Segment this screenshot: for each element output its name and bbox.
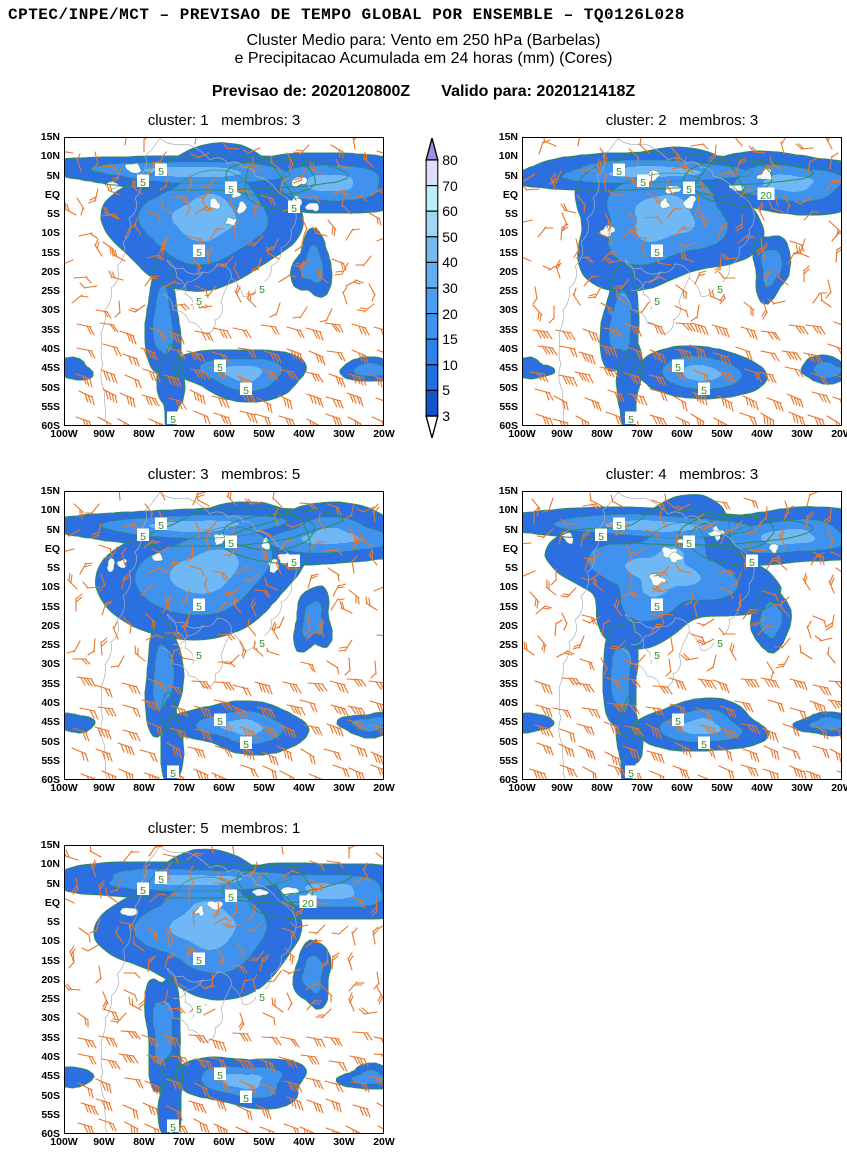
svg-text:5: 5 xyxy=(654,247,660,259)
svg-text:5: 5 xyxy=(654,601,660,613)
svg-text:5: 5 xyxy=(259,638,265,650)
svg-text:5: 5 xyxy=(158,166,164,178)
svg-text:5: 5 xyxy=(654,296,660,308)
svg-text:5: 5 xyxy=(243,1093,249,1105)
svg-text:5: 5 xyxy=(628,768,634,780)
svg-text:5: 5 xyxy=(686,538,692,550)
svg-text:5: 5 xyxy=(196,601,202,613)
svg-text:5: 5 xyxy=(196,1004,202,1016)
svg-text:5: 5 xyxy=(717,638,723,650)
svg-text:5: 5 xyxy=(217,1070,223,1082)
svg-text:5: 5 xyxy=(675,362,681,374)
svg-text:5: 5 xyxy=(140,177,146,189)
svg-text:5: 5 xyxy=(228,538,234,550)
svg-text:5: 5 xyxy=(701,739,707,751)
svg-text:5: 5 xyxy=(654,650,660,662)
svg-text:5: 5 xyxy=(217,362,223,374)
svg-text:5: 5 xyxy=(675,716,681,728)
svg-text:20: 20 xyxy=(302,898,314,910)
svg-text:5: 5 xyxy=(196,296,202,308)
svg-text:5: 5 xyxy=(616,166,622,178)
svg-text:5: 5 xyxy=(196,247,202,259)
svg-text:5: 5 xyxy=(291,203,297,215)
svg-text:5: 5 xyxy=(158,874,164,886)
svg-text:5: 5 xyxy=(243,739,249,751)
svg-text:5: 5 xyxy=(140,885,146,897)
svg-text:5: 5 xyxy=(640,177,646,189)
svg-text:5: 5 xyxy=(228,184,234,196)
svg-text:5: 5 xyxy=(158,520,164,532)
svg-text:5: 5 xyxy=(228,892,234,904)
svg-text:5: 5 xyxy=(196,650,202,662)
svg-text:5: 5 xyxy=(628,414,634,426)
svg-text:5: 5 xyxy=(170,768,176,780)
svg-text:5: 5 xyxy=(598,531,604,543)
svg-text:5: 5 xyxy=(291,557,297,569)
svg-text:5: 5 xyxy=(243,385,249,397)
svg-text:5: 5 xyxy=(217,716,223,728)
svg-text:5: 5 xyxy=(749,557,755,569)
svg-text:20: 20 xyxy=(760,190,772,202)
svg-text:5: 5 xyxy=(259,992,265,1004)
svg-text:5: 5 xyxy=(259,284,265,296)
svg-text:5: 5 xyxy=(170,1122,176,1134)
svg-text:5: 5 xyxy=(616,520,622,532)
svg-text:5: 5 xyxy=(140,531,146,543)
svg-text:5: 5 xyxy=(196,955,202,967)
svg-text:5: 5 xyxy=(701,385,707,397)
svg-text:5: 5 xyxy=(170,414,176,426)
svg-text:5: 5 xyxy=(717,284,723,296)
svg-text:5: 5 xyxy=(686,184,692,196)
